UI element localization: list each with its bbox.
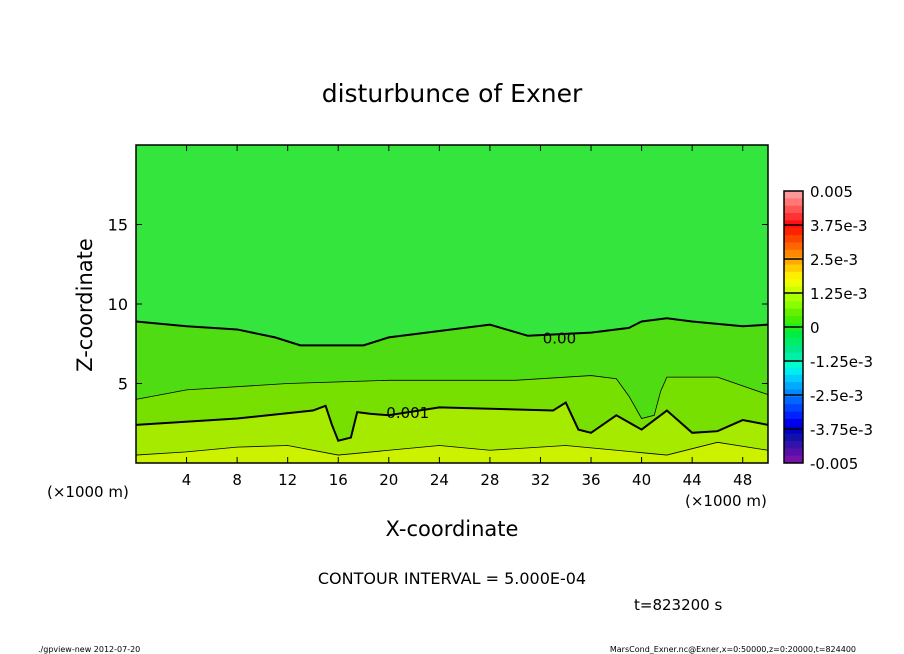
colorbar-cell bbox=[784, 279, 803, 288]
x-unit-left: (×1000 m) bbox=[47, 483, 129, 501]
colorbar-tick-label: -3.75e-3 bbox=[810, 421, 873, 439]
x-tick-label: 8 bbox=[232, 471, 242, 489]
plot-area: 0.00 0.001 bbox=[135, 145, 769, 463]
colorbar-cell bbox=[784, 330, 803, 339]
colorbar-cell bbox=[784, 191, 803, 199]
colorbar: 0.005 3.75e-3 2.5e-3 1.25e-3 0 -1.25e-3 -2.5e-… bbox=[783, 183, 873, 473]
colorbar-cell bbox=[784, 264, 803, 273]
colorbar-cell bbox=[784, 360, 803, 368]
footer-right: MarsCond_Exner.nc@Exner,x=0:50000,z=0:20… bbox=[610, 645, 856, 654]
colorbar-cell bbox=[784, 301, 803, 310]
colorbar-tick-label: 3.75e-3 bbox=[810, 217, 868, 235]
colorbar-cell bbox=[784, 382, 803, 390]
colorbar-cell bbox=[784, 433, 803, 442]
colorbar-tick-label: -0.005 bbox=[810, 455, 858, 473]
x-unit-right: (×1000 m) bbox=[685, 492, 767, 510]
x-tick-label: 32 bbox=[531, 471, 550, 489]
colorbar-cell bbox=[784, 426, 803, 435]
x-tick-label: 44 bbox=[683, 471, 702, 489]
colorbar-cell bbox=[784, 338, 803, 346]
y-tick-label: 15 bbox=[108, 216, 128, 235]
colorbar-cell bbox=[784, 404, 803, 413]
x-tick-label: 28 bbox=[480, 471, 499, 489]
footer-left: ./gpview-new 2012-07-20 bbox=[38, 645, 140, 654]
y-tick-label: 10 bbox=[108, 295, 128, 314]
colorbar-cell bbox=[784, 227, 803, 236]
colorbar-cell bbox=[784, 213, 803, 221]
colorbar-cell bbox=[784, 367, 803, 376]
colorbar-tick-label: -1.25e-3 bbox=[810, 353, 873, 371]
x-tick-label: 12 bbox=[278, 471, 297, 489]
colorbar-cell bbox=[784, 374, 803, 383]
colorbar-cell bbox=[784, 198, 803, 207]
contour-line-0.0015 bbox=[135, 441, 769, 456]
colorbar-tick-label: 0 bbox=[810, 319, 820, 337]
colorbar-cell bbox=[784, 418, 803, 427]
x-tick-label: 4 bbox=[182, 471, 192, 489]
contour-label: 0.00 bbox=[543, 329, 576, 347]
colorbar-cell bbox=[784, 345, 803, 354]
colorbar-cell bbox=[784, 235, 803, 243]
colorbar-tick-label: -2.5e-3 bbox=[810, 387, 863, 405]
x-tick-label: 48 bbox=[733, 471, 752, 489]
x-tick-label: 24 bbox=[430, 471, 449, 489]
colorbar-cell bbox=[784, 389, 803, 398]
colorbar-cell bbox=[784, 440, 803, 449]
time-label: t=823200 s bbox=[634, 596, 722, 614]
contour-line-0 bbox=[135, 317, 769, 347]
colorbar-cell bbox=[784, 315, 803, 324]
y-axis-label: Z-coordinate bbox=[73, 238, 97, 372]
contour-label: 0.001 bbox=[386, 404, 429, 422]
colorbar-cell bbox=[784, 257, 803, 266]
x-axis-label: X-coordinate bbox=[386, 517, 519, 541]
colorbar-cell bbox=[784, 205, 803, 214]
band-below-0.0015 bbox=[136, 442, 768, 463]
y-tick-label: 5 bbox=[118, 375, 128, 394]
colorbar-cell bbox=[784, 396, 803, 405]
contour-interval: CONTOUR INTERVAL = 5.000E-04 bbox=[318, 569, 586, 588]
chart-title: disturbunce of Exner bbox=[322, 79, 583, 108]
x-tick-label: 40 bbox=[632, 471, 651, 489]
colorbar-cell bbox=[784, 411, 803, 420]
x-tick-label: 16 bbox=[329, 471, 348, 489]
colorbar-cell bbox=[784, 293, 803, 302]
x-tick-label: 20 bbox=[379, 471, 398, 489]
colorbar-tick-label: 2.5e-3 bbox=[810, 251, 858, 269]
x-tick-label: 36 bbox=[581, 471, 600, 489]
colorbar-cell bbox=[784, 249, 803, 258]
contour-line-0.001 bbox=[135, 401, 769, 442]
colorbar-cell bbox=[784, 271, 803, 280]
colorbar-cell bbox=[784, 352, 803, 361]
colorbar-tick-label: 1.25e-3 bbox=[810, 285, 868, 303]
colorbar-cell bbox=[784, 242, 803, 251]
colorbar-cell bbox=[784, 455, 803, 464]
colorbar-tick-label: 0.005 bbox=[810, 183, 853, 201]
colorbar-cell bbox=[784, 448, 803, 457]
colorbar-cell bbox=[784, 308, 803, 317]
contour-line-0.0005 bbox=[135, 375, 769, 419]
colorbar-cell bbox=[784, 286, 803, 295]
